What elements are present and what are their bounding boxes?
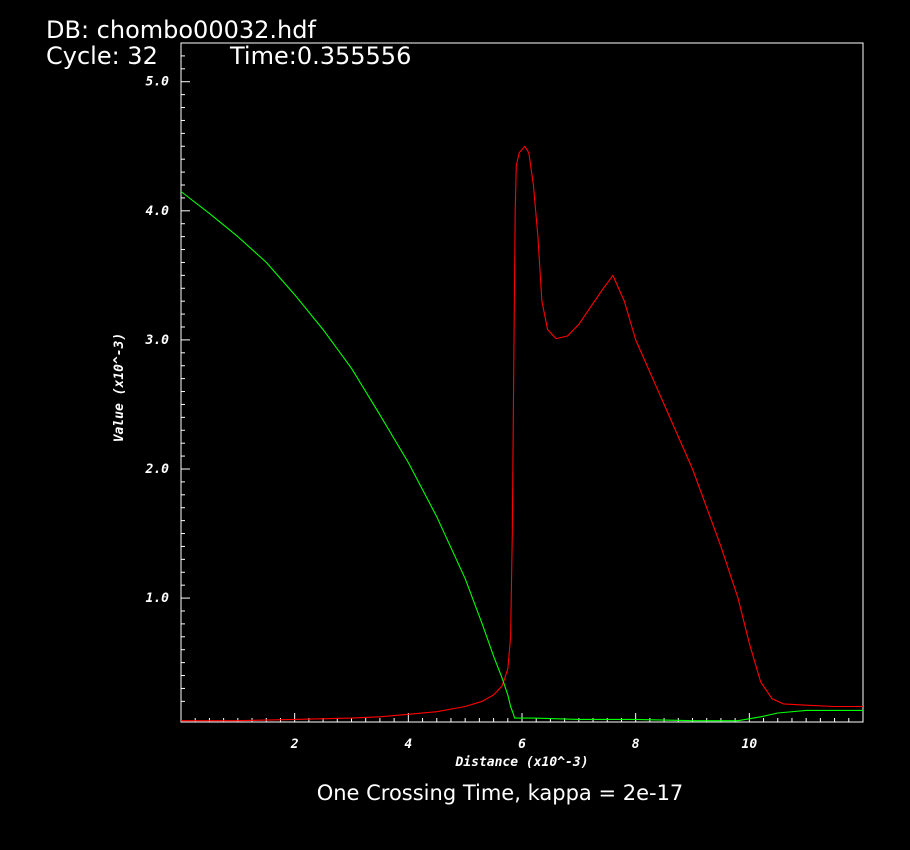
series-line-2 [180, 191, 863, 722]
x-tick-label: 6 [518, 737, 526, 752]
y-tick-label: 5.0 [146, 75, 170, 90]
y-tick-label: 4.0 [146, 204, 170, 219]
chart-caption: One Crossing Time, kappa = 2e-17 [316, 781, 684, 805]
x-tick-label: 4 [404, 737, 412, 752]
x-tick-label: 2 [290, 737, 299, 752]
y-axis-title: Value (x10^-3) [112, 333, 127, 443]
time-label: Time:0.355556 [230, 42, 412, 70]
y-tick-label: 1.0 [146, 591, 170, 606]
y-tick-label: 3.0 [145, 333, 170, 348]
x-tick-label: 10 [742, 737, 758, 752]
plot-frame [180, 42, 864, 723]
series-line-1 [181, 145, 863, 722]
x-axis-title: Distance (x10^-3) [454, 755, 588, 770]
y-tick-label: 2.0 [145, 462, 170, 477]
database-label: DB: chombo00032.hdf [46, 16, 316, 44]
x-tick-label: 8 [632, 737, 640, 752]
cycle-label: Cycle: 32 [46, 42, 158, 70]
